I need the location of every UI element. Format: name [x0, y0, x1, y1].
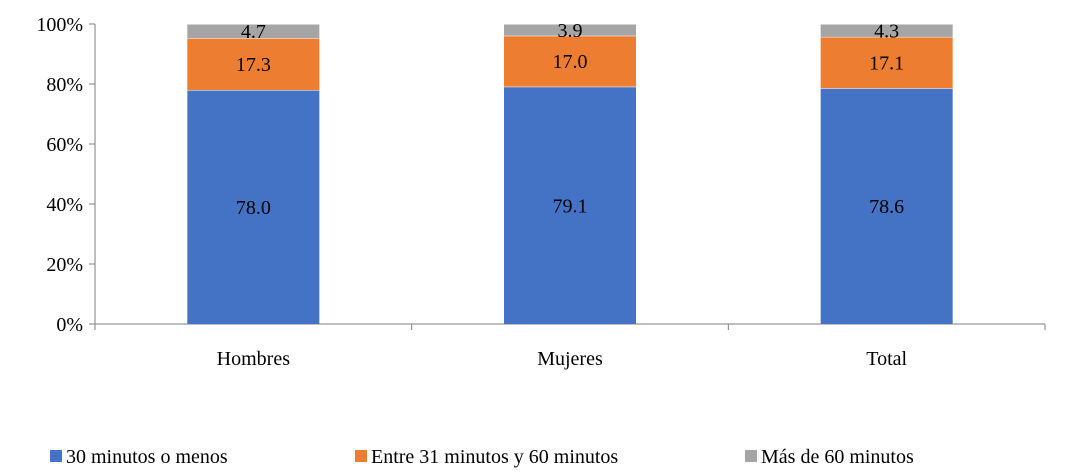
data-labels: 78.0 17.3 4.7 79.1 17.0 3.9 78.6 17.1 4.3: [236, 20, 904, 219]
data-label: 17.0: [553, 51, 588, 73]
data-label: 3.9: [558, 20, 583, 42]
bar-stacks: [187, 23, 953, 324]
legend-label: Entre 31 minutos y 60 minutos: [371, 446, 618, 468]
bar-segment: [187, 38, 320, 90]
data-label: 4.7: [241, 21, 266, 43]
category-label: Mujeres: [537, 348, 603, 370]
data-label: 4.3: [874, 20, 899, 42]
data-label: 78.0: [236, 197, 271, 219]
category-label: Total: [866, 348, 907, 370]
category-label: Hombres: [217, 348, 291, 370]
bar-segment: [820, 24, 953, 37]
y-tick-label: 80%: [46, 74, 83, 96]
data-label: 17.1: [869, 53, 904, 75]
y-axis: 0% 20% 40% 60% 80% 100%: [36, 14, 96, 336]
legend-swatch: [745, 450, 757, 462]
bar-segment: [820, 88, 953, 324]
legend-swatch: [50, 450, 62, 462]
data-label: 78.6: [869, 196, 904, 218]
bar-segment: [820, 36, 953, 89]
data-label: 79.1: [553, 195, 588, 217]
x-axis: Hombres Mujeres Total: [94, 323, 1046, 370]
y-tick-label: 40%: [46, 194, 83, 216]
legend-swatch: [355, 450, 367, 462]
legend: 30 minutos o menos Entre 31 minutos y 60 …: [50, 446, 914, 468]
bar-segment: [504, 86, 636, 324]
y-tick-label: 20%: [46, 254, 83, 276]
y-tick-label: 100%: [36, 14, 83, 36]
legend-label: 30 minutos o menos: [66, 446, 228, 468]
bar-segment: [504, 24, 636, 36]
y-tick-label: 0%: [56, 314, 83, 336]
bar-segment: [187, 24, 320, 39]
y-tick-label: 60%: [46, 134, 83, 156]
bar-segment: [504, 35, 636, 87]
bar-segment: [187, 90, 320, 324]
data-label: 17.3: [236, 54, 271, 76]
legend-label: Más de 60 minutos: [761, 446, 914, 468]
